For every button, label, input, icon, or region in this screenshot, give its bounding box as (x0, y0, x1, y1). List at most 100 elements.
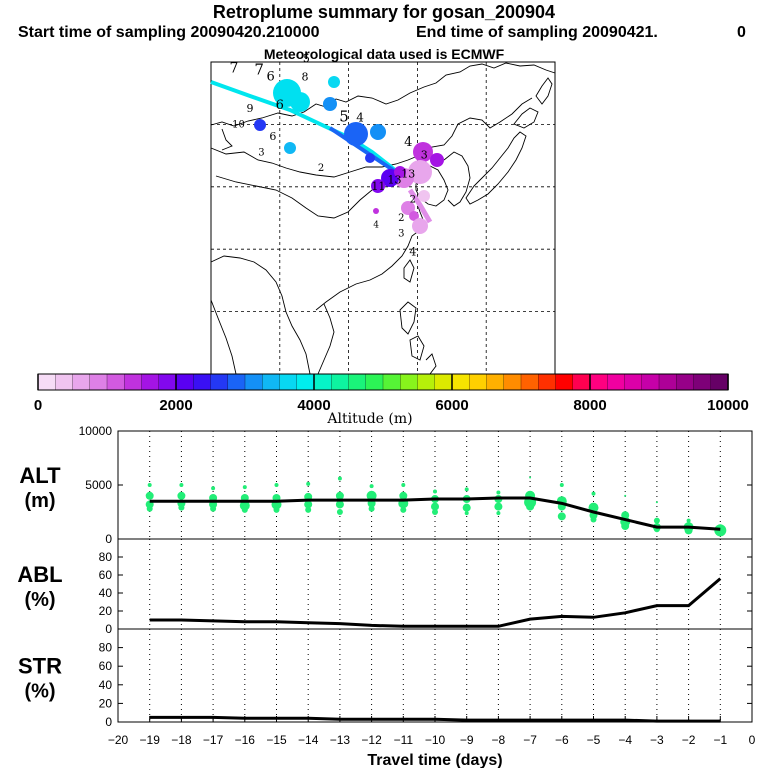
colorbar-tick-label: 6000 (435, 397, 468, 414)
abl-line (149, 577, 722, 628)
altitude-point (431, 502, 439, 511)
y-tick-label: 0 (105, 622, 112, 636)
y-tick-label: 80 (99, 550, 113, 564)
colorbar-cell (520, 373, 539, 391)
trajectory-label: 8 (302, 71, 309, 84)
x-tick-label: −19 (140, 733, 161, 747)
plume-dot (401, 201, 415, 215)
x-axis: −20 −19 −18 −17 −16 −15 −14 −13 −12 −11 −10 −9 −8 −7−… (108, 716, 756, 768)
plume-dot (323, 97, 337, 111)
altitude-point (462, 503, 471, 512)
plume-dot (328, 76, 340, 88)
plume-dot (430, 153, 444, 167)
trajectory-label: 6 (269, 130, 276, 143)
altitude-point (624, 494, 627, 497)
colorbar-cell (141, 373, 160, 391)
altitude-point (241, 506, 248, 513)
end-time-suffix: 0 (737, 24, 746, 41)
y-tick-label: 0 (105, 532, 112, 546)
trajectory-label: 13 (387, 174, 401, 187)
plume-dot (412, 218, 428, 234)
y-axis-unit: (%) (24, 589, 55, 611)
colorbar-cell (55, 373, 74, 391)
trajectory-label: 6 (276, 98, 284, 113)
altitude-mean-line (149, 496, 721, 531)
altitude-point (336, 509, 343, 515)
trajectory-label: 4 (373, 220, 379, 230)
x-tick-label: −7 (523, 733, 537, 747)
trajectory-line-lower (407, 188, 433, 224)
trajectory-label: 7 (229, 61, 238, 77)
trajectory-label: 11 (371, 180, 385, 193)
colorbar-tick-label: 0 (34, 397, 42, 414)
altitude-point (653, 517, 660, 524)
altitude-colorbar: 0 2000 4000 6000 8000 10000 Altitude (m) (34, 373, 749, 427)
x-tick-label: −8 (492, 733, 506, 747)
colorbar-cell (555, 373, 574, 391)
x-tick-label: −17 (203, 733, 224, 747)
altitude-point (337, 476, 342, 481)
abl-panel: 80 60 40 20 0 ABL(%) (17, 538, 753, 636)
altitude-point (591, 491, 596, 496)
plume-dot (284, 142, 296, 154)
altitude-point (494, 502, 503, 511)
x-tick-label: −12 (361, 733, 382, 747)
trajectory-dots (254, 76, 444, 234)
alt-panel: 10000 5000 0 ALT(m) (19, 424, 753, 546)
y-tick-label: 80 (99, 641, 113, 655)
altitude-point (239, 500, 250, 511)
colorbar-cell (313, 373, 332, 391)
colorbar-cell (279, 373, 298, 391)
colorbar-cell (417, 373, 436, 391)
y-tick-label: 0 (105, 715, 112, 729)
altitude-point (366, 490, 377, 501)
colorbar-cell (331, 373, 350, 391)
altitude-point (145, 491, 154, 500)
plume-dot (413, 142, 433, 162)
trajectory-label: 10 (232, 120, 245, 131)
colorbar-label: Altitude (m) (326, 411, 412, 427)
x-tick-label: −3 (650, 733, 664, 747)
altitude-point (177, 491, 186, 500)
altitude-point (211, 486, 216, 491)
colorbar-cell (72, 373, 91, 391)
x-tick-label: −5 (587, 733, 601, 747)
altitude-point (433, 489, 437, 494)
y-axis-label: STR (18, 654, 62, 679)
colorbar-cell (538, 373, 557, 391)
altitude-point (557, 512, 566, 521)
colorbar-cell (469, 373, 488, 391)
x-tick-label: −15 (266, 733, 287, 747)
colorbar-cell (175, 373, 194, 391)
x-tick-label: −11 (394, 733, 414, 747)
colorbar-cell (244, 373, 263, 391)
altitude-point (432, 509, 438, 515)
colorbar-tick-label: 8000 (573, 397, 606, 414)
altitude-point (210, 505, 217, 512)
colorbar-cell (451, 373, 470, 391)
colorbar-cell (572, 373, 591, 391)
x-tick-label: −1 (713, 733, 727, 747)
colorbar-cell (348, 373, 367, 391)
trajectory-label: 2 (410, 194, 416, 205)
x-tick-label: −2 (682, 733, 696, 747)
map-frame (210, 61, 556, 375)
colorbar-cell (486, 373, 505, 391)
start-time-label: Start time of sampling 20090420.210000 (18, 24, 320, 41)
colorbar-cell (210, 373, 229, 391)
trajectory-label: 7 (254, 60, 264, 78)
y-tick-label: 10000 (79, 424, 113, 438)
colorbar-cell (124, 373, 143, 391)
trajectory-label: 3 (398, 229, 404, 240)
x-tick-label: 0 (749, 733, 756, 747)
colorbar-cell (710, 373, 729, 391)
plume-dot (418, 190, 430, 202)
str-panel: 80 60 40 20 0 STR(%) (18, 628, 753, 729)
plume-dot (365, 153, 375, 163)
plume-dot (290, 92, 310, 112)
altitude-point (273, 506, 280, 513)
trajectory-label: 4 (404, 135, 412, 150)
altitude-point (464, 487, 469, 492)
